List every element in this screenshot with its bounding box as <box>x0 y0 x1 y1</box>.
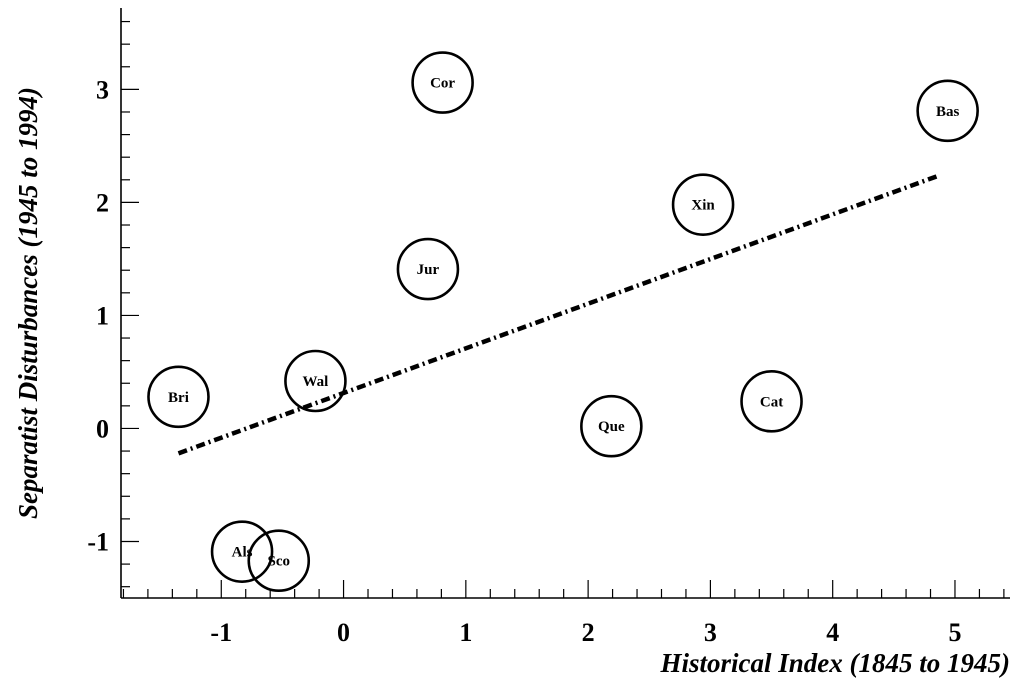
point-marker <box>916 79 979 143</box>
data-point: Jur <box>396 237 460 301</box>
y-tick-label: 1 <box>96 301 109 330</box>
data-points: Bri Als Sco Wal Jur Cor Que Xin Cat Bas <box>147 51 979 593</box>
data-point: Xin <box>671 173 735 236</box>
data-point: Cor <box>411 51 474 114</box>
data-point: Wal <box>284 349 347 413</box>
point-marker <box>210 520 274 583</box>
y-axis-title: Separatist Disturbances (1945 to 1994) <box>13 87 43 519</box>
x-axis-title: Historical Index (1845 to 1945) <box>660 648 1010 678</box>
data-point: Bri <box>147 365 210 429</box>
point-label: Xin <box>691 198 715 214</box>
point-label: Sco <box>267 554 290 570</box>
y-tick-label: 3 <box>96 75 109 104</box>
point-label: Bri <box>168 390 189 406</box>
data-point: Cat <box>740 370 803 433</box>
point-label: Que <box>598 419 625 435</box>
fit-line-group <box>177 174 938 456</box>
point-marker <box>147 365 210 429</box>
point-label: Cor <box>430 76 455 92</box>
x-tick-label: 0 <box>337 618 350 647</box>
point-label: Wal <box>303 374 329 390</box>
y-tick-label: 2 <box>96 188 109 217</box>
data-point: Sco <box>247 529 311 593</box>
x-tick-label: 3 <box>704 618 717 647</box>
data-point: Bas <box>916 79 979 143</box>
point-label: Cat <box>760 394 783 410</box>
x-tick-label: 2 <box>582 618 595 647</box>
y-tick-label: -1 <box>87 527 109 556</box>
point-label: Bas <box>936 104 960 120</box>
x-tick-label: 1 <box>459 618 472 647</box>
point-label: Jur <box>417 262 440 278</box>
axes <box>120 8 1010 599</box>
point-label: Als <box>232 545 253 561</box>
point-marker <box>396 237 460 301</box>
point-marker <box>411 51 474 114</box>
data-point: Que <box>580 394 643 458</box>
axis-ticks: -1 0 1 2 3 4 5 -1 0 1 2 3 <box>87 20 1005 647</box>
x-tick-label: 4 <box>826 618 839 647</box>
fit-line <box>177 174 938 456</box>
point-marker <box>284 349 347 413</box>
point-marker <box>740 370 803 433</box>
point-marker <box>580 394 643 458</box>
data-point: Als <box>210 520 274 583</box>
x-tick-label: -1 <box>210 618 232 647</box>
point-marker <box>247 529 311 593</box>
y-tick-label: 0 <box>96 414 109 443</box>
point-marker <box>671 173 735 236</box>
x-tick-label: 5 <box>948 618 961 647</box>
